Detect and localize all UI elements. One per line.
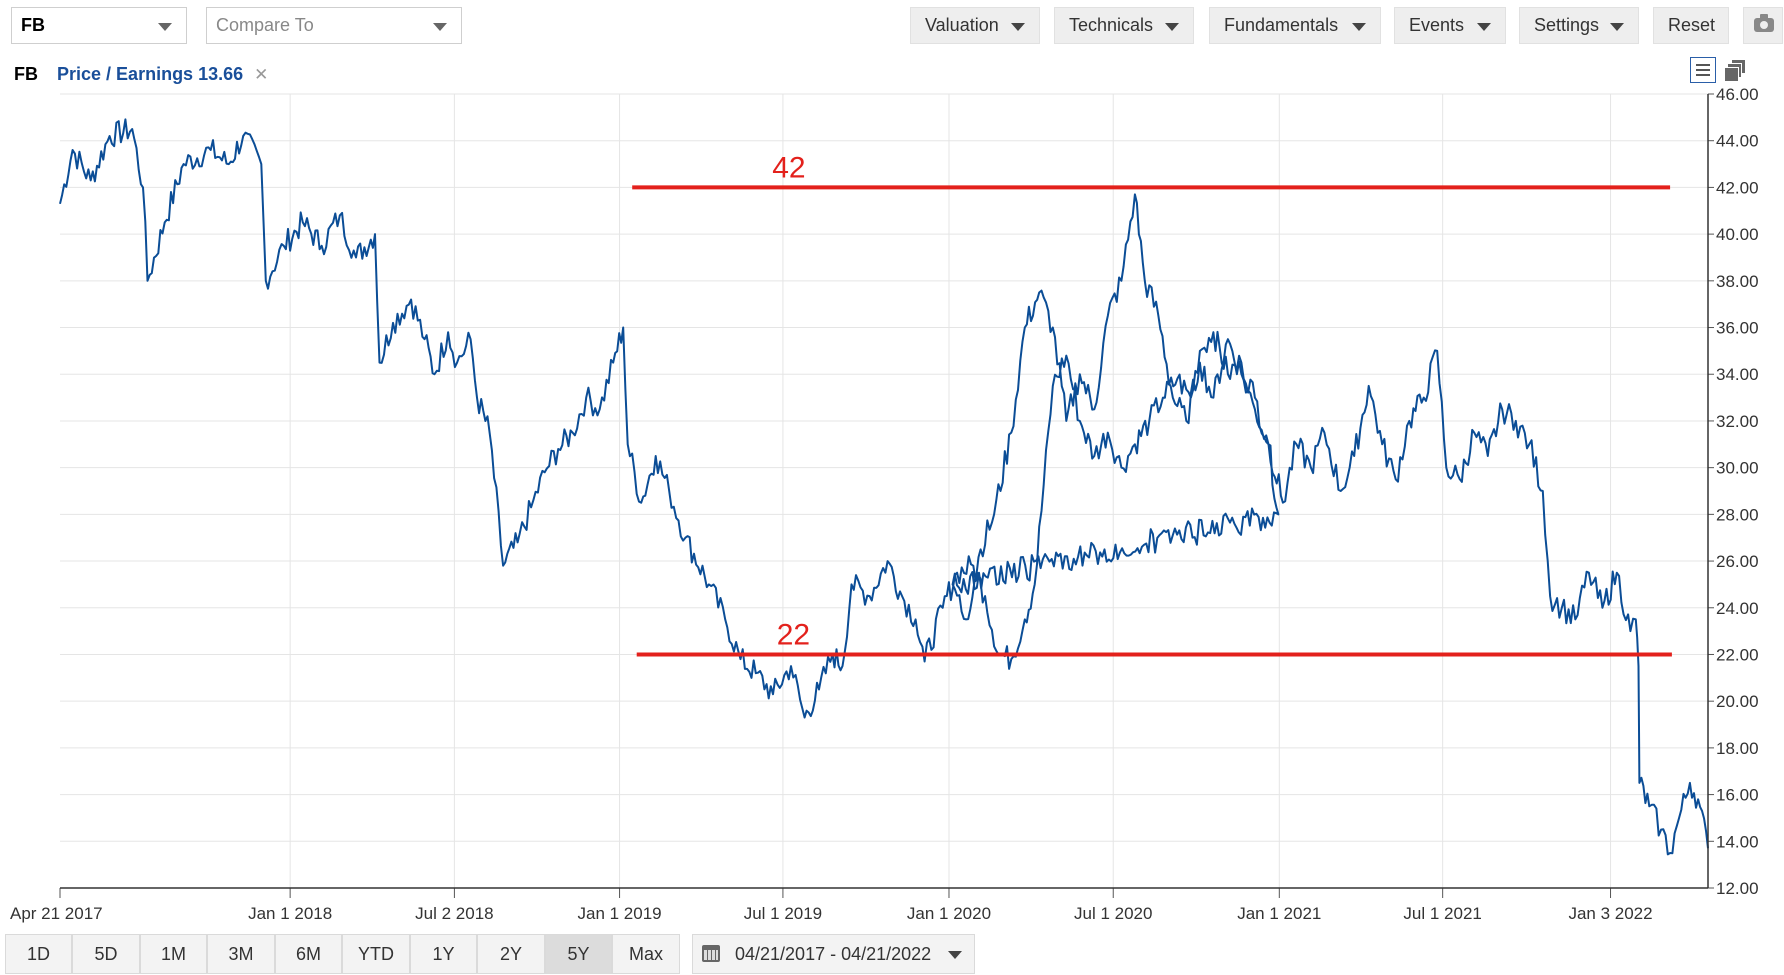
- date-range-value: 04/21/2017 - 04/21/2022: [735, 944, 932, 964]
- remove-study-icon[interactable]: ✕: [254, 65, 269, 84]
- list-view-icon[interactable]: [1690, 57, 1716, 83]
- x-tick-label: Jan 3 2022: [1568, 904, 1652, 923]
- symbol-value: FB: [21, 15, 45, 35]
- annotation-label-22: 22: [777, 618, 810, 651]
- y-tick-label: 34.00: [1716, 365, 1759, 384]
- pe-series-line: [59, 118, 1709, 856]
- legend-symbol: FB: [14, 64, 38, 84]
- technicals-label: Technicals: [1069, 15, 1154, 35]
- chevron-down-icon: [1610, 23, 1624, 31]
- range-button-1y[interactable]: 1Y: [410, 934, 477, 974]
- range-button-ytd[interactable]: YTD: [342, 934, 410, 974]
- x-tick-label: Jul 1 2020: [1074, 904, 1152, 923]
- series-layer: [59, 118, 1709, 856]
- chart-legend: FB Price / Earnings 13.66 ✕: [14, 63, 268, 85]
- chevron-down-icon: [1011, 23, 1025, 31]
- y-tick-label: 22.00: [1716, 645, 1759, 664]
- chevron-down-icon: [948, 951, 962, 959]
- y-tick-label: 44.00: [1716, 132, 1759, 151]
- pe-ratio-chart: 42 22 46.00 44.00 42.00 40.00 38.00 36.00 34.00…: [10, 85, 1759, 923]
- compare-to-placeholder: Compare To: [216, 15, 314, 35]
- y-tick-label: 14.00: [1716, 832, 1759, 851]
- compare-to-select[interactable]: Compare To: [206, 7, 462, 44]
- annotations: 42 22: [632, 151, 1672, 657]
- y-tick-label: 16.00: [1716, 786, 1759, 805]
- chevron-down-icon: [1165, 23, 1179, 31]
- grid: [60, 93, 1708, 889]
- symbol-select[interactable]: FB: [11, 7, 187, 44]
- reset-button[interactable]: Reset: [1653, 7, 1729, 44]
- y-tick-label: 32.00: [1716, 412, 1759, 431]
- x-tick-label: Jul 1 2019: [744, 904, 822, 923]
- y-tick-label: 20.00: [1716, 692, 1759, 711]
- range-button-2y[interactable]: 2Y: [477, 934, 545, 974]
- range-button-3m[interactable]: 3M: [207, 934, 275, 974]
- chevron-down-icon: [158, 23, 172, 31]
- x-tick-label: Apr 21 2017: [10, 904, 103, 923]
- y-tick-label: 36.00: [1716, 319, 1759, 338]
- y-tick-label: 46.00: [1716, 85, 1759, 104]
- valuation-menu-button[interactable]: Valuation: [910, 7, 1040, 44]
- x-tick-label: Jan 1 2021: [1237, 904, 1321, 923]
- y-tick-label: 40.00: [1716, 225, 1759, 244]
- x-tick-label: Jan 1 2018: [248, 904, 332, 923]
- events-menu-button[interactable]: Events: [1394, 7, 1506, 44]
- chevron-down-icon: [433, 23, 447, 31]
- y-tick-label: 26.00: [1716, 552, 1759, 571]
- x-tick-label: Jul 1 2021: [1403, 904, 1481, 923]
- y-tick-label: 42.00: [1716, 178, 1759, 197]
- chevron-down-icon: [1477, 23, 1491, 31]
- toolbar: FB Compare To Valuation Technicals Funda…: [0, 6, 1784, 46]
- valuation-label: Valuation: [925, 15, 999, 35]
- annotation-label-42: 42: [772, 151, 805, 184]
- y-tick-label: 18.00: [1716, 739, 1759, 758]
- y-tick-label: 30.00: [1716, 459, 1759, 478]
- chart-view-icons: [1690, 57, 1750, 87]
- reset-label: Reset: [1668, 15, 1716, 35]
- events-label: Events: [1409, 15, 1465, 35]
- y-tick-label: 28.00: [1716, 505, 1759, 524]
- x-tick-label: Jan 1 2019: [577, 904, 661, 923]
- range-button-1d[interactable]: 1D: [5, 934, 72, 974]
- axes: 46.00 44.00 42.00 40.00 38.00 36.00 34.00 32.00…: [10, 85, 1759, 923]
- technicals-menu-button[interactable]: Technicals: [1054, 7, 1194, 44]
- date-range-picker[interactable]: 04/21/2017 - 04/21/2022: [692, 934, 975, 974]
- settings-label: Settings: [1534, 15, 1600, 35]
- x-tick-label: Jan 1 2020: [907, 904, 991, 923]
- range-button-max[interactable]: Max: [612, 934, 680, 974]
- range-button-1m[interactable]: 1M: [140, 934, 207, 974]
- y-tick-label: 12.00: [1716, 879, 1759, 898]
- camera-icon: [1754, 14, 1774, 32]
- range-button-5d[interactable]: 5D: [72, 934, 140, 974]
- fundamentals-menu-button[interactable]: Fundamentals: [1209, 7, 1381, 44]
- legend-study-name[interactable]: Price / Earnings 13.66: [57, 64, 244, 84]
- range-button-6m[interactable]: 6M: [275, 934, 342, 974]
- y-tick-label: 38.00: [1716, 272, 1759, 291]
- range-button-5y[interactable]: 5Y: [545, 934, 612, 974]
- fundamentals-label: Fundamentals: [1224, 15, 1339, 35]
- calendar-icon: [702, 945, 720, 962]
- x-tick-label: Jul 2 2018: [415, 904, 493, 923]
- layers-icon[interactable]: [1724, 59, 1746, 82]
- chevron-down-icon: [1352, 23, 1366, 31]
- settings-menu-button[interactable]: Settings: [1519, 7, 1639, 44]
- screenshot-button[interactable]: [1743, 7, 1783, 44]
- y-tick-label: 24.00: [1716, 599, 1759, 618]
